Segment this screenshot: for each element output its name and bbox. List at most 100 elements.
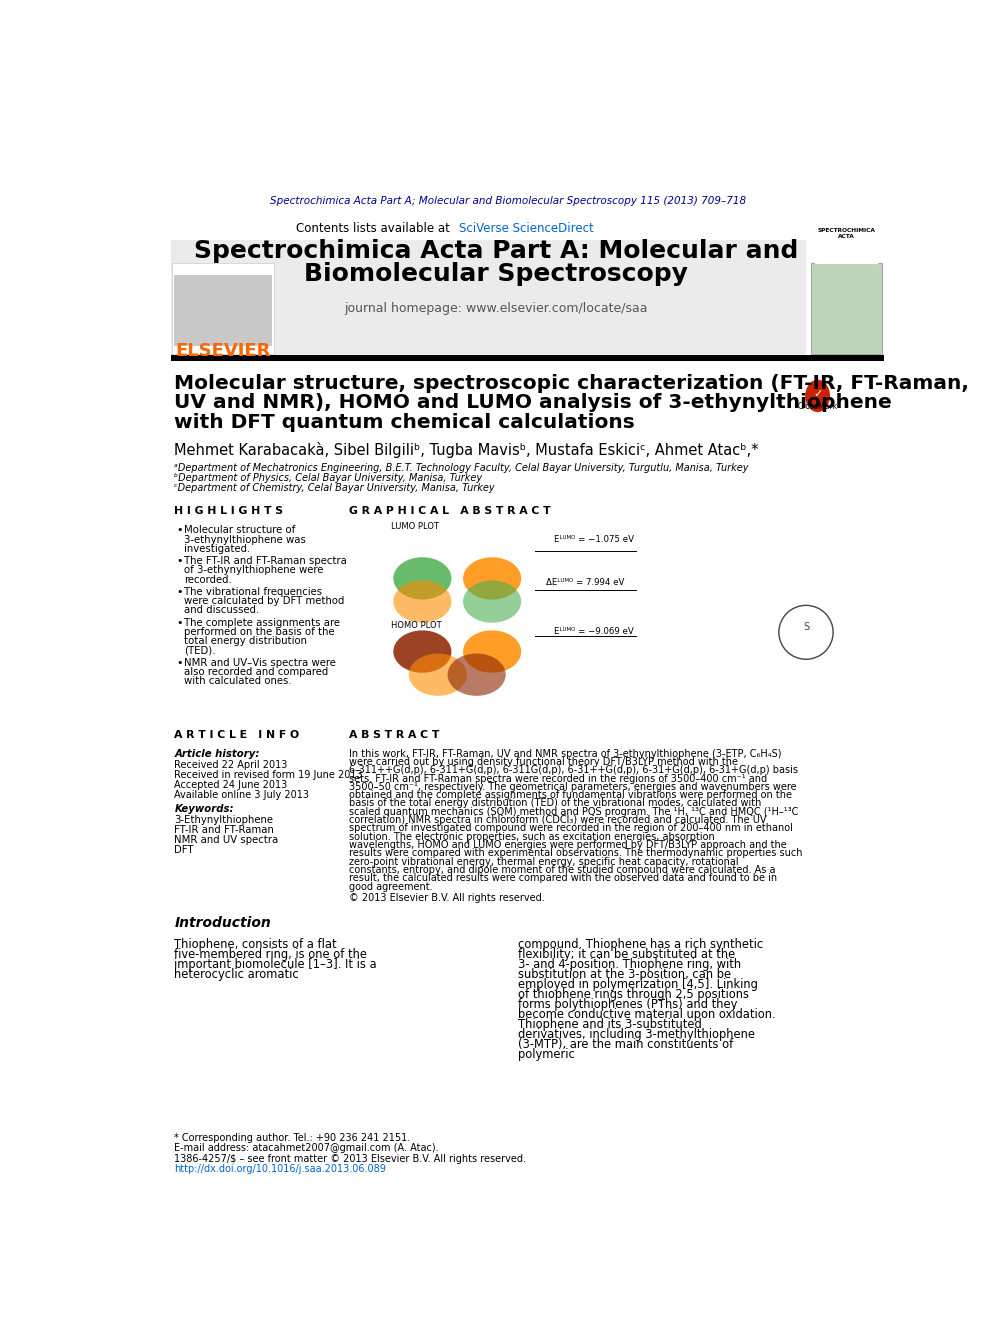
Text: result, the calculated results were compared with the observed data and found to: result, the calculated results were comp… xyxy=(349,873,777,884)
Text: ᵇDepartment of Physics, Celal Bayar University, Manisa, Turkey: ᵇDepartment of Physics, Celal Bayar Univ… xyxy=(175,474,482,483)
Text: NMR and UV spectra: NMR and UV spectra xyxy=(175,835,279,845)
Text: polymeric: polymeric xyxy=(518,1048,574,1061)
Text: The FT-IR and FT-Raman spectra: The FT-IR and FT-Raman spectra xyxy=(185,556,347,566)
Text: obtained and the complete assignments of fundamental vibrations were performed o: obtained and the complete assignments of… xyxy=(349,790,792,800)
Text: journal homepage: www.elsevier.com/locate/saa: journal homepage: www.elsevier.com/locat… xyxy=(344,303,648,315)
Bar xyxy=(171,355,884,361)
Text: NMR and UV–Vis spectra were: NMR and UV–Vis spectra were xyxy=(185,658,336,668)
Text: In this work, FT-IR, FT-Raman, UV and NMR spectra of 3-ethynylthiophene (3-ETP, : In this work, FT-IR, FT-Raman, UV and NM… xyxy=(349,749,782,758)
Text: CrossMark: CrossMark xyxy=(798,402,837,411)
Text: important biomolecule [1–3]. It is a: important biomolecule [1–3]. It is a xyxy=(175,958,377,971)
Text: with calculated ones.: with calculated ones. xyxy=(185,676,292,687)
Text: A R T I C L E   I N F O: A R T I C L E I N F O xyxy=(175,730,300,740)
Text: substitution at the 3-position, can be: substitution at the 3-position, can be xyxy=(518,968,731,982)
Text: H I G H L I G H T S: H I G H L I G H T S xyxy=(175,507,284,516)
Text: heterocyclic aromatic: heterocyclic aromatic xyxy=(175,968,300,982)
Text: ✓: ✓ xyxy=(812,389,822,400)
FancyBboxPatch shape xyxy=(175,275,272,345)
Text: total energy distribution: total energy distribution xyxy=(185,636,308,646)
Text: © 2013 Elsevier B.V. All rights reserved.: © 2013 Elsevier B.V. All rights reserved… xyxy=(349,893,545,902)
Text: wavelengths, HOMO and LUMO energies were performed by DFT/B3LYP approach and the: wavelengths, HOMO and LUMO energies were… xyxy=(349,840,787,851)
Text: recorded.: recorded. xyxy=(185,574,232,585)
Text: Molecular structure of: Molecular structure of xyxy=(185,525,296,536)
Text: 1386-4257/$ – see front matter © 2013 Elsevier B.V. All rights reserved.: 1386-4257/$ – see front matter © 2013 El… xyxy=(175,1155,527,1164)
Text: DFT: DFT xyxy=(175,845,193,855)
Text: Received 22 April 2013: Received 22 April 2013 xyxy=(175,761,288,770)
Text: results were compared with experimental observations. The thermodynamic properti: results were compared with experimental … xyxy=(349,848,803,859)
Text: The vibrational frequencies: The vibrational frequencies xyxy=(185,587,322,597)
Text: The complete assignments are: The complete assignments are xyxy=(185,618,340,627)
Text: UV and NMR), HOMO and LUMO analysis of 3-ethynylthiophene: UV and NMR), HOMO and LUMO analysis of 3… xyxy=(175,393,892,413)
Text: five-membered ring, is one of the: five-membered ring, is one of the xyxy=(175,949,367,960)
Text: Article history:: Article history: xyxy=(175,749,260,758)
Text: Received in revised form 19 June 2013: Received in revised form 19 June 2013 xyxy=(175,770,363,781)
Text: Eᴸᵁᴹᴼ = −9.069 eV: Eᴸᵁᴹᴼ = −9.069 eV xyxy=(555,627,634,636)
Ellipse shape xyxy=(393,557,451,599)
Text: A B S T R A C T: A B S T R A C T xyxy=(349,730,439,740)
Text: and discussed.: and discussed. xyxy=(185,606,260,615)
Text: S: S xyxy=(803,622,809,632)
Text: ΔEᴸᵁᴹᴼ = 7.994 eV: ΔEᴸᵁᴹᴼ = 7.994 eV xyxy=(547,578,625,587)
Text: 6-311++G(d,p), 6-311+G(d,p), 6-311G(d,p), 6-31++G(d,p), 6-31+G(d,p), 6-31+G(d,p): 6-311++G(d,p), 6-311+G(d,p), 6-311G(d,p)… xyxy=(349,765,798,775)
Text: compound. Thiophene has a rich synthetic: compound. Thiophene has a rich synthetic xyxy=(518,938,763,951)
Text: become conductive material upon oxidation.: become conductive material upon oxidatio… xyxy=(518,1008,776,1021)
Text: •: • xyxy=(177,525,184,536)
Text: flexibility; it can be substituted at the: flexibility; it can be substituted at th… xyxy=(518,949,735,960)
FancyBboxPatch shape xyxy=(171,239,806,355)
Text: (TED).: (TED). xyxy=(185,646,216,655)
Text: Available online 3 July 2013: Available online 3 July 2013 xyxy=(175,790,310,800)
Text: Thiophene, consists of a flat: Thiophene, consists of a flat xyxy=(175,938,337,951)
Text: Spectrochimica Acta Part A; Molecular and Biomolecular Spectroscopy 115 (2013) 7: Spectrochimica Acta Part A; Molecular an… xyxy=(271,196,746,206)
Text: good agreement.: good agreement. xyxy=(349,881,433,892)
Text: •: • xyxy=(177,618,184,627)
Ellipse shape xyxy=(463,630,521,672)
Text: ELSEVIER: ELSEVIER xyxy=(176,343,271,360)
Text: Thiophene and its 3-substituted: Thiophene and its 3-substituted xyxy=(518,1019,701,1031)
Text: investigated.: investigated. xyxy=(185,544,251,554)
Ellipse shape xyxy=(393,630,451,672)
Ellipse shape xyxy=(463,581,521,623)
Text: with DFT quantum chemical calculations: with DFT quantum chemical calculations xyxy=(175,413,635,431)
Text: of 3-ethynylthiophene were: of 3-ethynylthiophene were xyxy=(185,565,323,576)
Text: Keywords:: Keywords: xyxy=(175,804,234,814)
Text: •: • xyxy=(177,556,184,566)
Text: spectrum of investigated compound were recorded in the region of 200–400 nm in e: spectrum of investigated compound were r… xyxy=(349,823,793,833)
Text: of thiophene rings through 2,5 positions: of thiophene rings through 2,5 positions xyxy=(518,988,749,1002)
Text: LUMO PLOT: LUMO PLOT xyxy=(392,523,439,532)
Text: (3-MTP), are the main constituents of: (3-MTP), are the main constituents of xyxy=(518,1039,733,1050)
Text: Spectrochimica Acta Part A: Molecular and: Spectrochimica Acta Part A: Molecular an… xyxy=(193,239,799,263)
Text: Contents lists available at: Contents lists available at xyxy=(296,221,457,234)
Text: Molecular structure, spectroscopic characterization (FT-IR, FT-Raman,: Molecular structure, spectroscopic chara… xyxy=(175,374,969,393)
Ellipse shape xyxy=(447,654,506,696)
Text: basis of the total energy distribution (TED) of the vibrational modes, calculate: basis of the total energy distribution (… xyxy=(349,799,761,808)
Text: employed in polymerization [4,5]. Linking: employed in polymerization [4,5]. Linkin… xyxy=(518,978,758,991)
Ellipse shape xyxy=(463,557,521,599)
Ellipse shape xyxy=(393,581,451,623)
Text: http://dx.doi.org/10.1016/j.saa.2013.06.089: http://dx.doi.org/10.1016/j.saa.2013.06.… xyxy=(175,1164,386,1175)
Text: ᶜDepartment of Chemistry, Celal Bayar University, Manisa, Turkey: ᶜDepartment of Chemistry, Celal Bayar Un… xyxy=(175,483,495,493)
Text: were calculated by DFT method: were calculated by DFT method xyxy=(185,597,345,606)
Text: scaled quantum mechanics (SQM) method and PQS program. The ¹H, ¹³C and HMQC (¹H–: scaled quantum mechanics (SQM) method an… xyxy=(349,807,799,816)
Text: E-mail address: atacahmet2007@gmail.com (A. Atac).: E-mail address: atacahmet2007@gmail.com … xyxy=(175,1143,439,1152)
FancyBboxPatch shape xyxy=(810,263,882,353)
Text: HOMO PLOT: HOMO PLOT xyxy=(392,620,442,630)
Text: Introduction: Introduction xyxy=(175,916,271,930)
Text: * Corresponding author. Tel.: +90 236 241 2151.: * Corresponding author. Tel.: +90 236 24… xyxy=(175,1132,411,1143)
Ellipse shape xyxy=(806,380,830,411)
Text: •: • xyxy=(177,658,184,668)
Text: correlation) NMR spectra in chloroform (CDCl₃) were recorded and calculated. The: correlation) NMR spectra in chloroform (… xyxy=(349,815,766,826)
Text: Mehmet Karabacakà, Sibel Bilgiliᵇ, Tugba Mavisᵇ, Mustafa Eskiciᶜ, Ahmet Atacᵇ,*: Mehmet Karabacakà, Sibel Bilgiliᵇ, Tugba… xyxy=(175,442,759,458)
Text: 3-Ethynylthiophene: 3-Ethynylthiophene xyxy=(175,815,274,824)
FancyBboxPatch shape xyxy=(172,263,275,353)
Text: 3- and 4-position. Thiophene ring, with: 3- and 4-position. Thiophene ring, with xyxy=(518,958,741,971)
Text: FT-IR and FT-Raman: FT-IR and FT-Raman xyxy=(175,824,274,835)
FancyBboxPatch shape xyxy=(342,525,855,728)
Text: Accepted 24 June 2013: Accepted 24 June 2013 xyxy=(175,781,288,790)
Text: were carried out by using density functional theory DFT/B3LYP method with the: were carried out by using density functi… xyxy=(349,757,738,767)
Text: G R A P H I C A L   A B S T R A C T: G R A P H I C A L A B S T R A C T xyxy=(349,507,551,516)
Text: derivatives, including 3-methylthiophene: derivatives, including 3-methylthiophene xyxy=(518,1028,755,1041)
Text: also recorded and compared: also recorded and compared xyxy=(185,667,328,677)
Text: performed on the basis of the: performed on the basis of the xyxy=(185,627,335,636)
Text: •: • xyxy=(177,587,184,597)
Text: sets. FT-IR and FT-Raman spectra were recorded in the regions of 3500–400 cm⁻¹ a: sets. FT-IR and FT-Raman spectra were re… xyxy=(349,774,767,783)
